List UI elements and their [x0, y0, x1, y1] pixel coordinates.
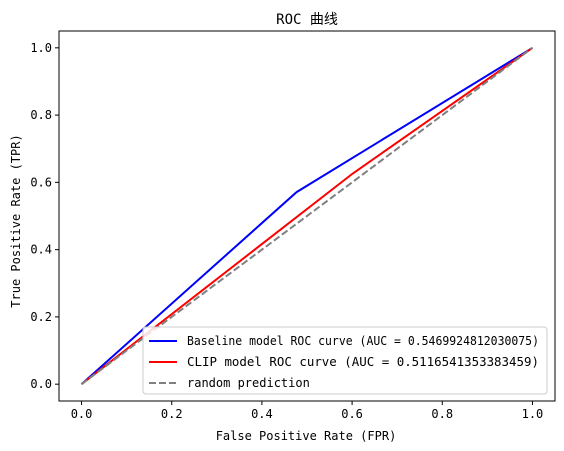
- y-tick-label: 0.6: [30, 175, 52, 189]
- series-line-1: [80, 46, 534, 385]
- y-tick-label: 0.0: [30, 377, 52, 391]
- legend: Baseline model ROC curve (AUC = 0.546992…: [142, 326, 548, 395]
- legend-box: [142, 326, 548, 395]
- x-tick-label: 0.2: [161, 407, 183, 421]
- y-tick-label: 0.2: [30, 310, 52, 324]
- y-tick-label: 0.4: [30, 243, 52, 257]
- y-tick-label: 1.0: [30, 41, 52, 55]
- plot-frame: [58, 30, 556, 402]
- series-line-0: [80, 46, 534, 385]
- x-axis-ticks: 0.0 0.2 0.4 0.6 0.8 1.0: [71, 401, 544, 421]
- x-axis-label: False Positive Rate (FPR): [216, 429, 397, 443]
- x-tick-label: 1.0: [522, 407, 544, 421]
- legend-label-0: Baseline model ROC curve (AUC = 0.546992…: [187, 334, 539, 348]
- legend-label-1: CLIP model ROC curve (AUC = 0.5116541353…: [187, 355, 539, 369]
- y-tick-label: 0.8: [30, 108, 52, 122]
- y-axis-label: True Positive Rate (TPR): [9, 134, 23, 307]
- legend-label-2: random prediction: [187, 376, 310, 390]
- x-tick-label: 0.0: [71, 407, 93, 421]
- y-axis-ticks: 0.0 0.2 0.4 0.6 0.8 1.0: [30, 41, 59, 391]
- x-tick-label: 0.4: [251, 407, 273, 421]
- x-tick-label: 0.6: [341, 407, 363, 421]
- x-tick-label: 0.8: [431, 407, 453, 421]
- chart-title: ROC 曲线: [276, 12, 338, 28]
